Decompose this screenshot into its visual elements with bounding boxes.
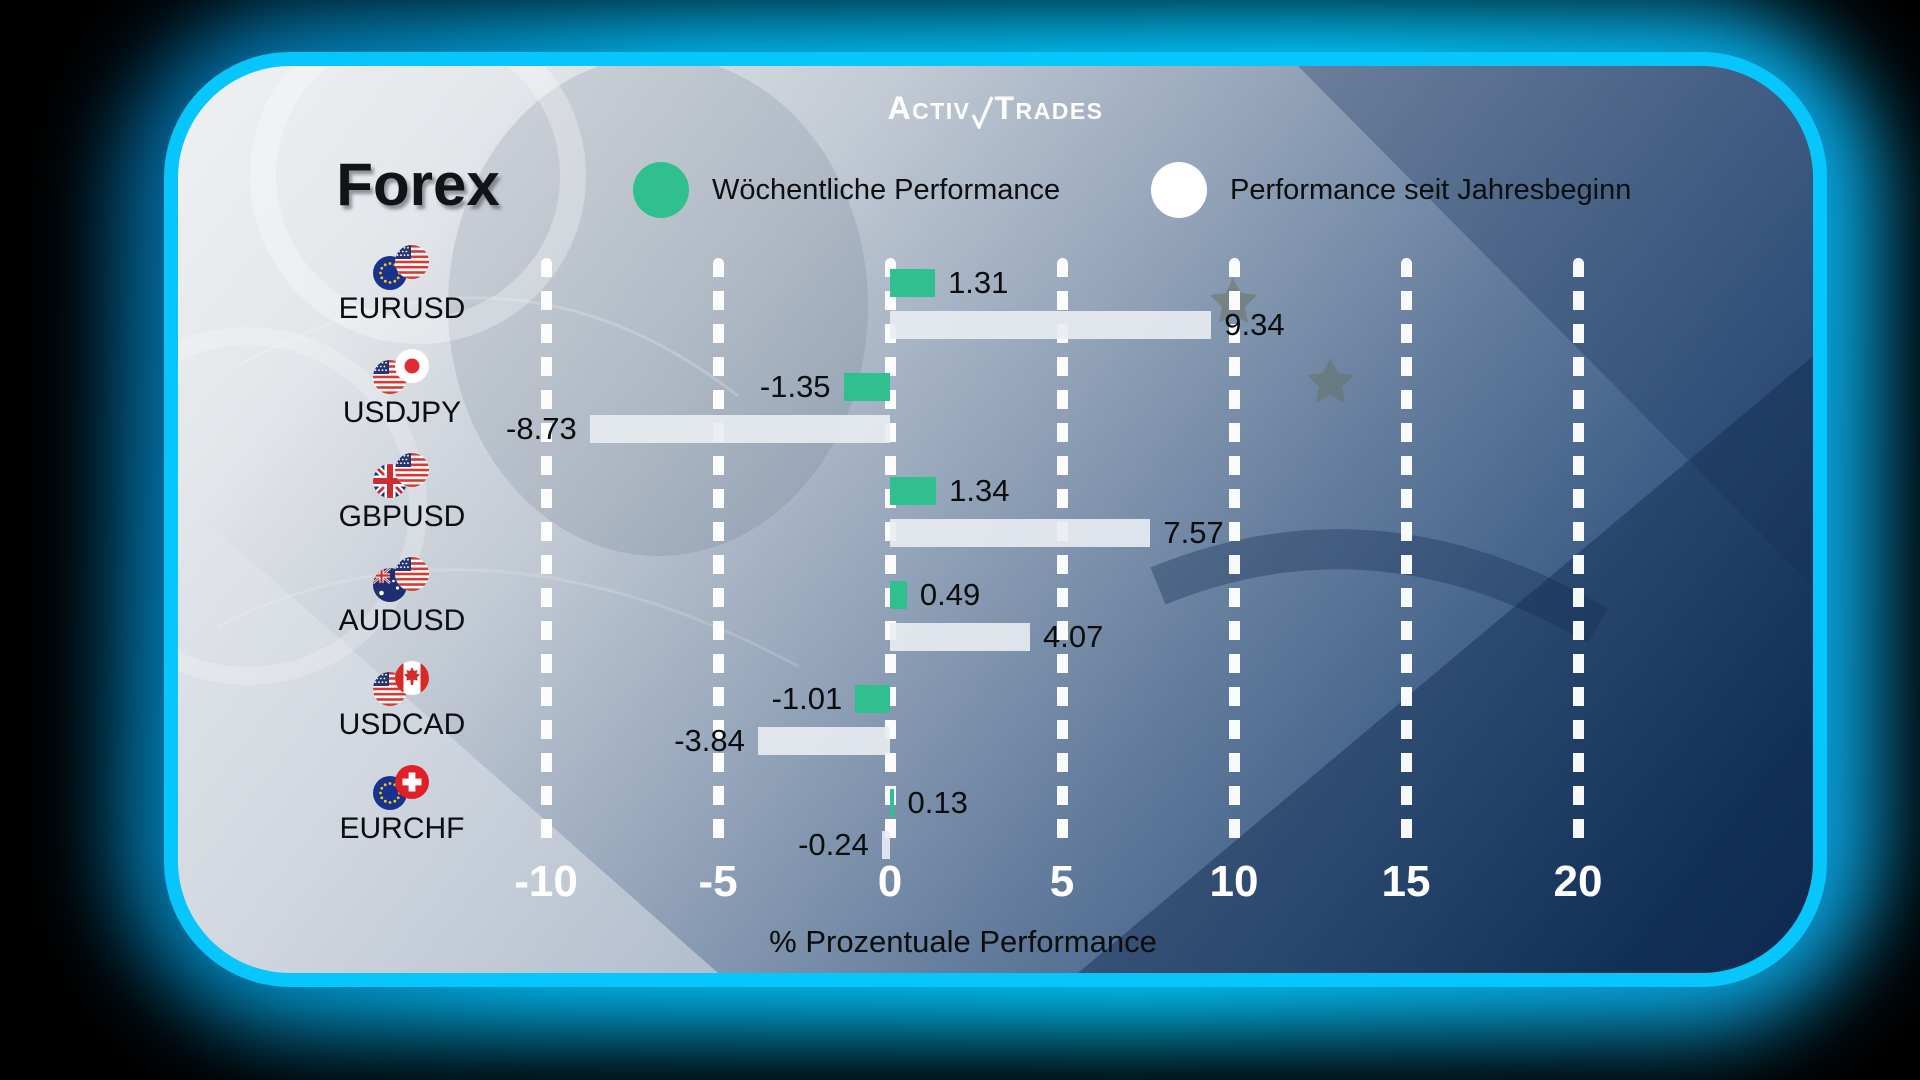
bar-eurusd-weekly <box>890 269 936 297</box>
bar-audusd-weekly <box>890 581 907 609</box>
gridline-15 <box>1400 258 1412 852</box>
bar-usdcad-weekly <box>855 685 890 713</box>
bar-chart-plot: -10 -5 0 5 10 15 20 EURUSD 1.31 9.34 USDJPY -1.35 -8… <box>178 66 1813 973</box>
logo-check-icon <box>972 96 994 129</box>
value-label-usdcad-weekly: -1.01 <box>771 681 843 716</box>
gridline-5 <box>1056 258 1068 852</box>
logo-word-trades: TRADES <box>994 90 1104 126</box>
x-tick-label--10: -10 <box>514 857 578 906</box>
bar-gbpusd-weekly <box>890 477 937 505</box>
bar-usdjpy-weekly <box>843 373 890 401</box>
flag-pair-usdjpy <box>373 349 431 395</box>
gridline-10 <box>1228 258 1240 852</box>
value-label-usdcad-ytd: -3.84 <box>674 723 745 758</box>
ca-flag-icon <box>395 661 429 695</box>
flag-pair-audusd <box>373 557 431 603</box>
x-tick-label-20: 20 <box>1553 857 1603 906</box>
value-label-usdjpy-weekly: -1.35 <box>759 369 831 404</box>
gridline--10 <box>540 258 552 852</box>
us-flag-icon <box>395 557 429 591</box>
activtrades-logo: ACTIV TRADES <box>178 88 1813 132</box>
category-label-audusd: AUDUSD <box>338 604 466 637</box>
logo-word-activ: ACTIV <box>887 90 971 126</box>
bar-audusd-ytd <box>890 623 1030 651</box>
bar-eurusd-ytd <box>890 311 1212 339</box>
category-label-usdcad: USDCAD <box>338 708 466 741</box>
value-label-audusd-ytd: 4.07 <box>1043 619 1104 654</box>
x-tick-label-5: 5 <box>1049 857 1075 906</box>
flag-pair-eurchf <box>373 765 431 811</box>
x-tick-label--5: -5 <box>698 857 738 906</box>
x-tick-label-10: 10 <box>1209 857 1259 906</box>
bar-eurchf-weekly <box>890 789 895 817</box>
legend-swatch-weekly <box>633 162 689 218</box>
us-flag-icon <box>395 245 429 279</box>
bar-usdjpy-ytd <box>589 415 890 443</box>
legend-swatch-ytd <box>1151 162 1207 218</box>
category-label-eurusd: EURUSD <box>338 292 466 325</box>
value-label-eurusd-weekly: 1.31 <box>948 265 1009 300</box>
flag-pair-eurusd <box>373 245 431 291</box>
category-label-gbpusd: GBPUSD <box>338 500 466 533</box>
forex-performance-card: ACTIV TRADES Forex Wöchentliche Performa… <box>164 52 1827 987</box>
gridline-0 <box>884 258 896 852</box>
value-label-eurchf-weekly: 0.13 <box>907 785 968 820</box>
value-label-gbpusd-ytd: 7.57 <box>1163 515 1224 550</box>
gridline--5 <box>712 258 724 852</box>
x-tick-label-0: 0 <box>877 857 903 906</box>
gridline-20 <box>1572 258 1584 852</box>
ch-flag-icon <box>395 765 429 799</box>
x-axis-title: % Prozentuale Performance <box>769 924 1157 959</box>
bar-eurchf-ytd <box>881 831 890 859</box>
value-label-gbpusd-weekly: 1.34 <box>949 473 1010 508</box>
value-label-eurchf-ytd: -0.24 <box>798 827 869 862</box>
legend-label-ytd: Performance seit Jahresbeginn <box>1230 174 1632 206</box>
jp-flag-icon <box>395 349 429 383</box>
value-label-usdjpy-ytd: -8.73 <box>506 411 577 446</box>
value-label-eurusd-ytd: 9.34 <box>1224 307 1285 342</box>
bar-gbpusd-ytd <box>890 519 1151 547</box>
value-label-audusd-weekly: 0.49 <box>919 577 981 612</box>
category-label-eurchf: EURCHF <box>339 812 465 845</box>
page-title: Forex <box>336 151 500 218</box>
x-tick-label-15: 15 <box>1381 857 1431 906</box>
us-flag-icon <box>395 453 429 487</box>
category-label-usdjpy: USDJPY <box>342 396 462 429</box>
legend-label-weekly: Wöchentliche Performance <box>712 174 1061 206</box>
bar-usdcad-ytd <box>757 727 890 755</box>
flag-pair-usdcad <box>373 661 431 707</box>
flag-pair-gbpusd <box>373 453 431 499</box>
